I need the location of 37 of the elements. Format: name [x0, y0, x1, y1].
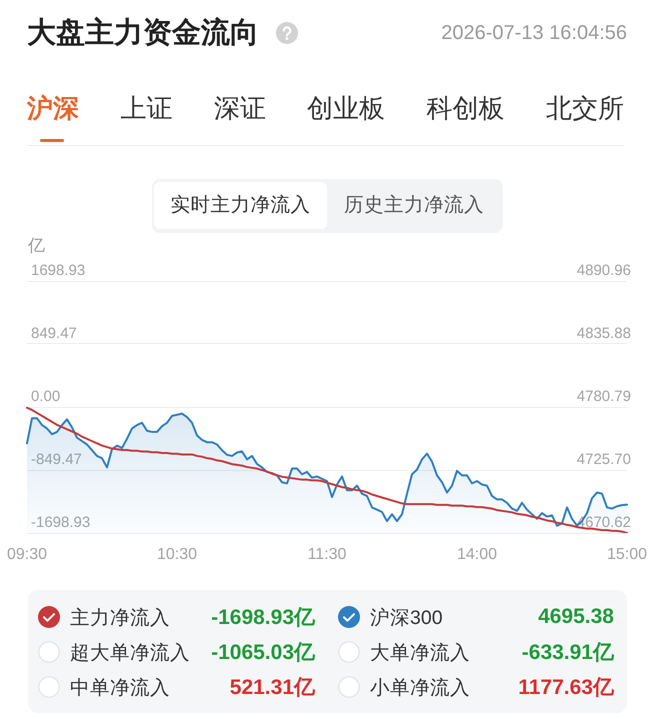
x-tick-label: 15:00: [606, 546, 648, 564]
y-tick-label: -1698.93: [31, 514, 90, 532]
x-tick-label: 11:30: [308, 546, 347, 564]
text: 沪深: [27, 92, 79, 125]
x-tick-label: 09:30: [6, 546, 48, 564]
legend-label: 主力净流入: [70, 606, 171, 630]
text: 大单净流入: [370, 642, 470, 664]
text: -633.91亿: [522, 641, 614, 664]
y2-tick-label: 4890.96: [576, 262, 631, 280]
y2-tick-label: 4725.70: [576, 451, 631, 468]
y-tick-label: -849.47: [31, 451, 82, 468]
text: 实时主力净流入: [170, 193, 312, 218]
text: 科创板: [426, 92, 505, 125]
text: 小单净流入: [370, 676, 470, 698]
text: -1065.03亿: [211, 641, 315, 664]
text: 北交所: [546, 92, 624, 125]
text: 中单净流入: [70, 676, 170, 698]
text: 4695.38: [538, 605, 614, 628]
y2-tick-label: 4780.79: [576, 388, 631, 406]
legend-label: 沪深300: [370, 606, 444, 630]
x-tick-label: 14:00: [456, 546, 498, 564]
text: 创业板: [307, 92, 386, 125]
chart-title: 大盘主力资金流向: [27, 16, 259, 51]
text: 超大单净流入: [70, 642, 190, 664]
text: 521.31亿: [230, 676, 315, 699]
y-tick-label: 0.00: [31, 388, 60, 406]
x-tick-label: 10:30: [156, 546, 198, 564]
y2-tick-label: 4835.88: [576, 325, 631, 342]
text: 上证: [120, 92, 172, 125]
text: 深证: [214, 92, 266, 125]
y-tick-label: 1698.93: [31, 262, 86, 280]
text: -1698.93亿: [211, 606, 315, 629]
y-axis-title: 亿: [28, 235, 45, 257]
y-tick-label: 849.47: [31, 325, 77, 342]
text: 历史主力净流入: [343, 193, 485, 218]
text: 1177.63亿: [518, 676, 614, 699]
chart-subtitle: 2026-07-13 16:04:56: [441, 21, 627, 46]
